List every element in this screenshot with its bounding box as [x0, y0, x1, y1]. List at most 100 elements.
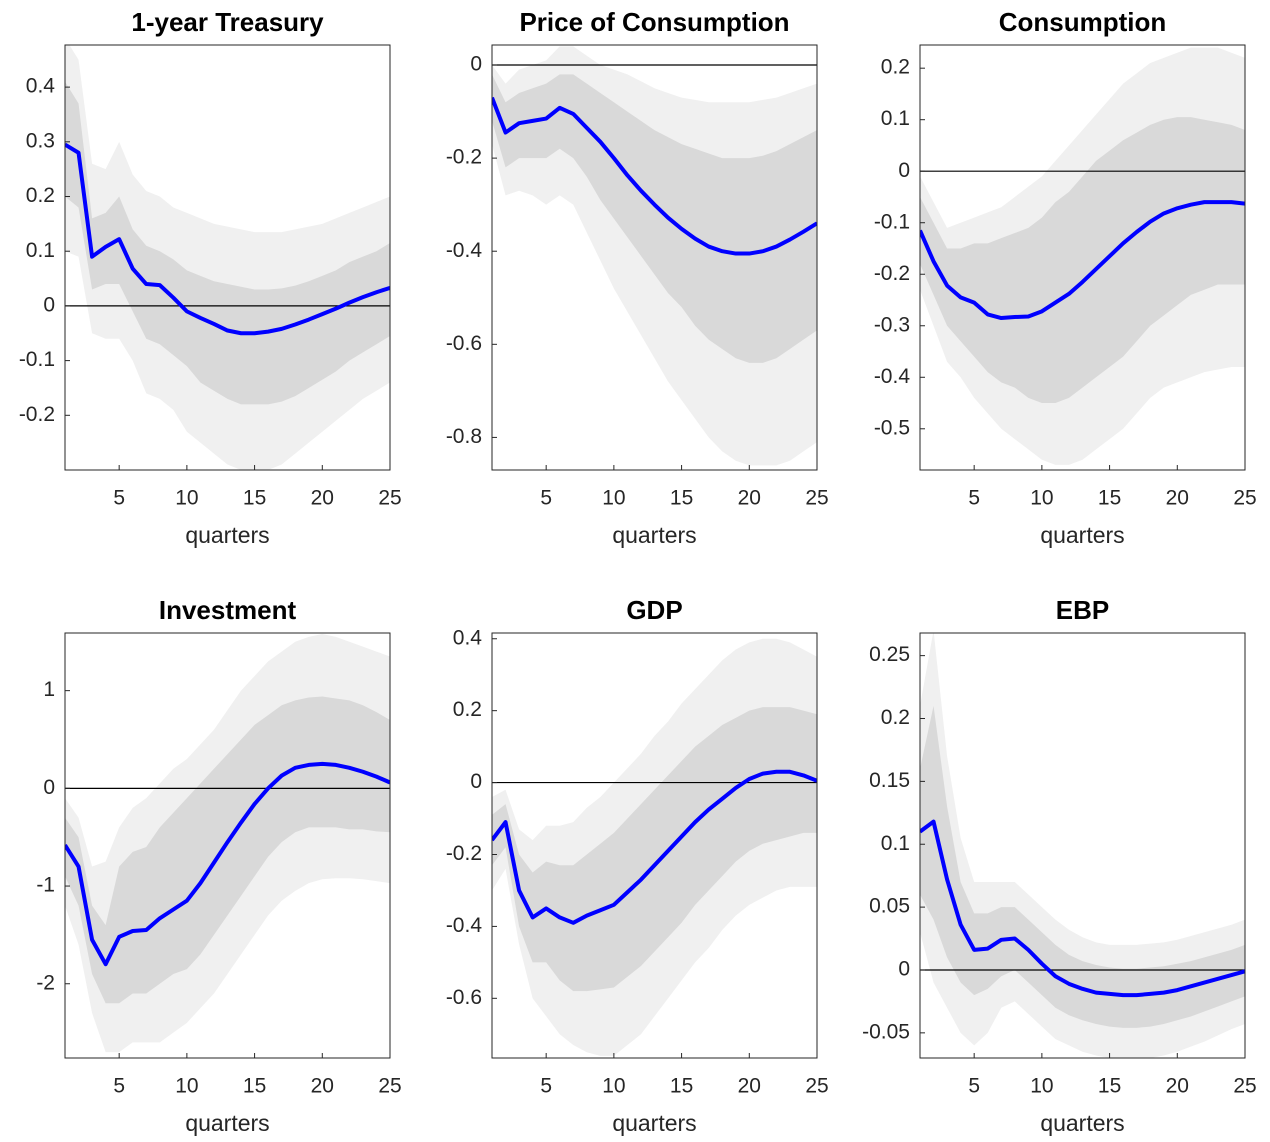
y-tick-label: 0: [470, 53, 482, 76]
x-axis-label: quarters: [1040, 522, 1124, 548]
y-tick-label: 0.05: [869, 895, 910, 918]
x-tick-label: 20: [738, 1075, 761, 1098]
confidence-band: [65, 696, 390, 1004]
x-tick-label: 5: [968, 1075, 980, 1098]
chart-title: GDP: [626, 595, 682, 625]
y-tick-label: 0.25: [869, 643, 910, 666]
x-axis-label: quarters: [185, 1110, 269, 1136]
axes-frame: [919, 44, 1246, 471]
x-tick-label: 25: [805, 1075, 828, 1098]
y-tick-label: 0: [43, 293, 55, 316]
confidence-band: [492, 707, 817, 992]
x-tick-label: 20: [1166, 1075, 1189, 1098]
y-tick-label: -0.2: [446, 146, 482, 169]
y-tick-label: -0.8: [446, 425, 482, 448]
y-tick-label: 0: [898, 958, 910, 981]
x-tick-label: 15: [670, 1075, 693, 1098]
confidence-band: [65, 81, 390, 405]
x-tick-label: 5: [540, 1075, 552, 1098]
y-tick-label: 0.1: [881, 832, 910, 855]
y-tick-label: 0.4: [26, 75, 56, 98]
x-tick-label: 10: [175, 1075, 198, 1098]
x-tick-label: 10: [602, 487, 625, 510]
plot-area: [65, 633, 390, 1053]
response-line: [65, 142, 390, 336]
x-tick-label: 20: [738, 487, 761, 510]
y-tick-label: 0.1: [26, 239, 55, 262]
y-tick-label: 0.2: [881, 56, 910, 79]
y-tick-label: 0: [470, 770, 482, 793]
axes-frame: [491, 44, 818, 471]
x-axis-label: quarters: [612, 522, 696, 548]
y-tick-label: 0.2: [881, 706, 910, 729]
response-line: [492, 769, 817, 925]
y-tick-label: 0.15: [869, 769, 910, 792]
x-tick-label: 25: [1233, 1075, 1256, 1098]
y-tick-label: -0.4: [446, 914, 483, 937]
plot-area: [920, 633, 1245, 1058]
y-tick-label: -0.2: [446, 842, 482, 865]
y-tick-label: 0.2: [453, 698, 482, 721]
confidence-band: [920, 117, 1245, 404]
y-tick-label: -0.6: [446, 986, 482, 1009]
x-tick-label: 20: [1166, 487, 1189, 510]
y-tick-label: -0.6: [446, 332, 482, 355]
x-axis-label: quarters: [612, 1110, 696, 1136]
panel: -0.5 -0.4 -0.3 -0.2 -0.1 0 0.1 0.2 5 10 15 20 25 quar…: [874, 7, 1257, 548]
confidence-band: [920, 705, 1245, 1028]
response-line: [65, 761, 390, 967]
response-line: [920, 819, 1245, 998]
y-tick-label: -0.5: [874, 416, 910, 439]
axes-frame: [64, 44, 391, 471]
y-tick-label: -0.3: [874, 313, 910, 336]
panel: -0.2 -0.1 0 0.1 0.2 0.3 0.4 5 10 15 20 25 quarters 1-…: [19, 7, 402, 548]
y-tick-label: 0: [43, 776, 55, 799]
y-tick-label: -0.1: [874, 210, 910, 233]
x-tick-label: 5: [113, 487, 125, 510]
plot-area: [492, 46, 817, 466]
chart-title: Consumption: [999, 7, 1167, 37]
axes-frame: [64, 632, 391, 1059]
confidence-band: [492, 74, 817, 363]
x-tick-label: 10: [602, 1075, 625, 1098]
x-tick-label: 15: [1098, 1075, 1121, 1098]
x-axis-label: quarters: [1040, 1110, 1124, 1136]
x-tick-label: 10: [1030, 1075, 1053, 1098]
x-tick-label: 20: [311, 1075, 334, 1098]
plot-area: [492, 638, 817, 1056]
x-tick-label: 10: [1030, 487, 1053, 510]
axes-frame: [491, 632, 818, 1059]
y-tick-label: 1: [43, 678, 55, 701]
y-tick-label: -0.1: [19, 348, 55, 371]
response-line: [920, 200, 1245, 321]
y-tick-label: -0.4: [446, 239, 483, 262]
y-tick-label: -1: [36, 874, 55, 897]
plot-area: [65, 45, 390, 470]
x-tick-label: 5: [540, 487, 552, 510]
x-tick-label: 25: [378, 487, 401, 510]
chart-title: Price of Consumption: [519, 7, 789, 37]
panel: -0.05 0 0.05 0.1 0.15 0.2 0.25 5 10 15 20 25 quarter…: [862, 595, 1257, 1136]
y-tick-label: 0.4: [453, 626, 483, 649]
y-tick-label: 0.3: [26, 129, 55, 152]
y-tick-label: 0: [898, 159, 910, 182]
y-tick-label: -0.2: [874, 262, 910, 285]
chart-title: 1-year Treasury: [131, 7, 324, 37]
plot-area: [920, 47, 1245, 465]
y-tick-label: 0.1: [881, 107, 910, 130]
panel: -0.6 -0.4 -0.2 0 0.2 0.4 5 10 15 20 25 quarters GDP: [446, 595, 829, 1136]
x-tick-label: 5: [968, 487, 980, 510]
x-tick-label: 15: [243, 487, 266, 510]
y-tick-label: -0.4: [874, 365, 911, 388]
x-tick-label: 25: [805, 487, 828, 510]
x-tick-label: 10: [175, 487, 198, 510]
panel: -0.8 -0.6 -0.4 -0.2 0 5 10 15 20 25 quarters Price …: [446, 7, 829, 548]
x-axis-label: quarters: [185, 522, 269, 548]
x-tick-label: 15: [243, 1075, 266, 1098]
x-tick-label: 5: [113, 1075, 125, 1098]
y-tick-label: -0.05: [862, 1020, 910, 1043]
y-tick-label: 0.2: [26, 184, 55, 207]
y-tick-label: -0.2: [19, 403, 55, 426]
